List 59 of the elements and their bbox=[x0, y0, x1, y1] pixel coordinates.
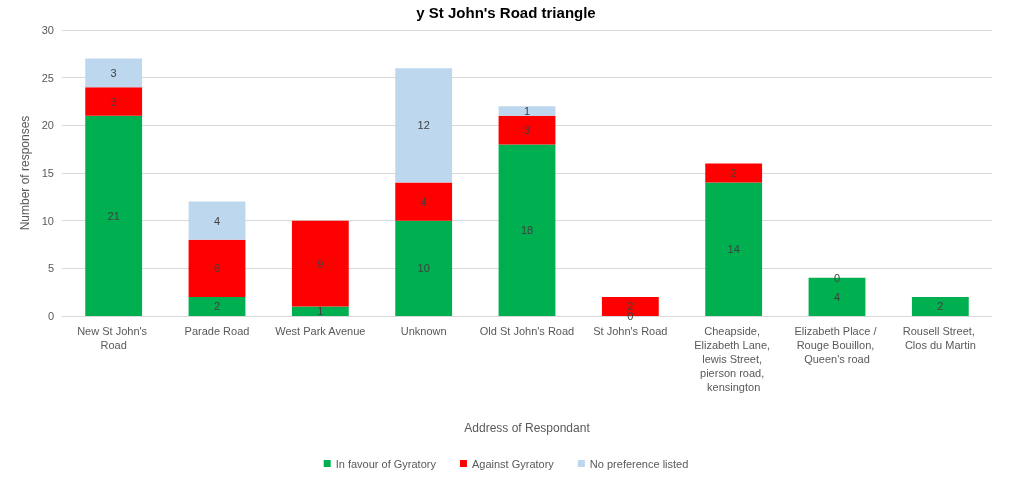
data-label: 0 bbox=[833, 271, 841, 284]
data-label: 9 bbox=[317, 257, 324, 270]
data-label: 1 bbox=[523, 105, 531, 118]
x-tick-label: Elizabeth Place / Rouge Bouillon, Queen's road bbox=[794, 325, 880, 365]
x-axis-title: Address of Respondant bbox=[464, 421, 591, 435]
x-tick-label: West Park Avenue bbox=[275, 325, 366, 337]
data-label: 4 bbox=[833, 290, 841, 303]
data-label: 3 bbox=[110, 95, 117, 108]
bar bbox=[188, 201, 246, 240]
y-tick-label: 5 bbox=[47, 262, 54, 275]
bar bbox=[291, 306, 349, 316]
bar bbox=[498, 106, 556, 116]
x-tick-label: Rousell Street, Clos du Martin bbox=[902, 325, 978, 351]
bar bbox=[188, 296, 246, 316]
legend-label: Against Gyratory bbox=[471, 457, 555, 470]
data-label: 10 bbox=[417, 262, 430, 275]
x-tick-label: St John's Road bbox=[593, 325, 668, 337]
data-label: 21 bbox=[107, 209, 120, 222]
bar bbox=[705, 182, 763, 316]
y-tick-label: 25 bbox=[41, 71, 54, 84]
y-tick-label: 0 bbox=[47, 310, 54, 322]
legend-label: In favour of Gyratory bbox=[335, 457, 437, 470]
data-label: 2 bbox=[730, 167, 737, 179]
x-tick-label: Cheapside, Elizabeth Lane, lewis Street, pierson road, kensington bbox=[694, 325, 774, 393]
data-label: 4 bbox=[213, 214, 221, 227]
chart-title: y St John's Road triangle bbox=[416, 4, 596, 21]
bar bbox=[85, 87, 143, 116]
data-label: 2 bbox=[937, 300, 944, 313]
y-axis-title: Number of responses bbox=[17, 115, 32, 231]
y-tick-label: 30 bbox=[41, 24, 54, 36]
data-label: 2 bbox=[213, 300, 221, 313]
data-label: 3 bbox=[110, 66, 117, 79]
bar bbox=[498, 144, 556, 316]
data-label: 3 bbox=[523, 124, 531, 137]
bar bbox=[498, 115, 556, 145]
bar bbox=[85, 115, 143, 316]
data-label: 2 bbox=[627, 300, 634, 313]
bar bbox=[291, 220, 349, 307]
bar bbox=[85, 58, 143, 88]
bar bbox=[395, 68, 453, 183]
x-tick-label: Parade Road bbox=[184, 325, 250, 337]
bar bbox=[395, 182, 453, 221]
data-label: 6 bbox=[213, 262, 221, 275]
data-label: 12 bbox=[417, 119, 430, 132]
y-tick-label: 20 bbox=[41, 119, 54, 132]
bar bbox=[188, 239, 246, 297]
legend-label: No preference listed bbox=[589, 457, 689, 470]
y-tick-label: 15 bbox=[41, 167, 54, 179]
bar bbox=[911, 296, 969, 316]
x-tick-label: Unknown bbox=[400, 325, 447, 337]
y-tick-label: 10 bbox=[41, 214, 54, 227]
data-label: 18 bbox=[520, 224, 534, 237]
bar bbox=[705, 163, 763, 183]
x-tick-label: New St John's Road bbox=[77, 325, 151, 351]
data-label: 14 bbox=[727, 243, 740, 256]
x-tick-label: Old St John's Road bbox=[479, 325, 575, 337]
bar bbox=[395, 220, 453, 316]
data-label: 1 bbox=[317, 305, 324, 318]
data-label: 4 bbox=[420, 195, 427, 208]
